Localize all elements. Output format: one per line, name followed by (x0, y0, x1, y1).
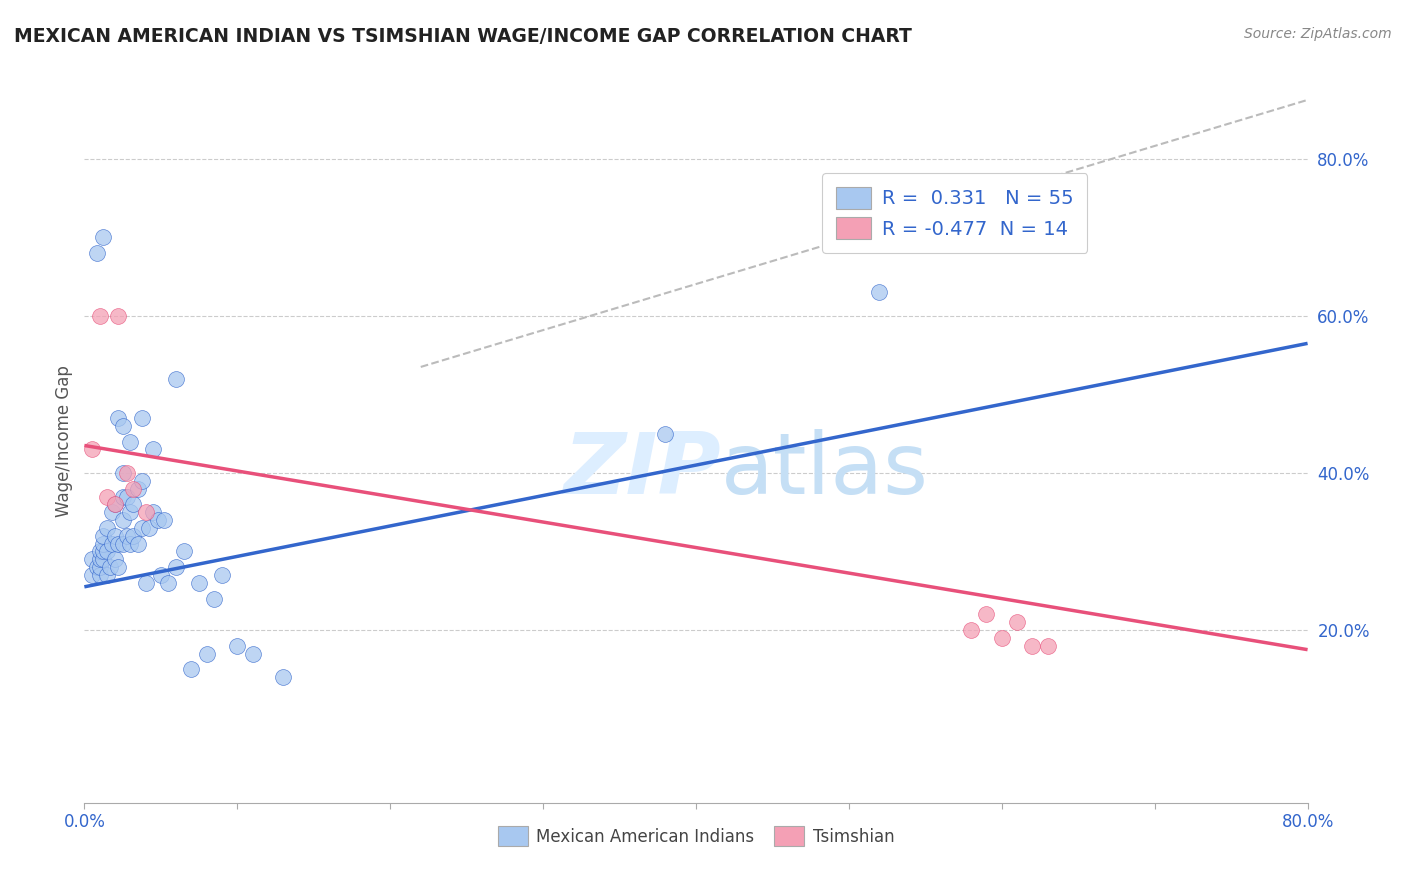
Point (96, 568, 118, 582)
Point (146, 513, 169, 527)
Point (138, 521, 160, 535)
Point (869, 285, 891, 300)
Point (111, 490, 134, 504)
Point (80, 568, 103, 582)
Point (91, 552, 114, 566)
Legend: Mexican American Indians, Tsimshian: Mexican American Indians, Tsimshian (491, 820, 901, 852)
Point (122, 482, 145, 496)
Point (107, 560, 129, 574)
Point (80, 442, 103, 457)
Point (1021, 639, 1043, 653)
Point (96, 521, 118, 535)
Point (131, 411, 153, 425)
Point (135, 575, 157, 590)
Y-axis label: Wage/Income Gap: Wage/Income Gap (55, 366, 73, 517)
Point (115, 490, 138, 504)
Point (120, 434, 142, 449)
Point (96, 490, 118, 504)
Point (104, 497, 127, 511)
Point (120, 505, 142, 519)
Point (111, 418, 134, 433)
Text: MEXICAN AMERICAN INDIAN VS TSIMSHIAN WAGE/INCOME GAP CORRELATION CHART: MEXICAN AMERICAN INDIAN VS TSIMSHIAN WAG… (14, 27, 912, 45)
Point (165, 560, 187, 574)
Point (157, 575, 180, 590)
Point (1005, 615, 1028, 630)
Point (86, 560, 108, 574)
Point (188, 575, 211, 590)
Text: Source: ZipAtlas.com: Source: ZipAtlas.com (1244, 27, 1392, 41)
Point (104, 497, 127, 511)
Point (202, 591, 225, 606)
Point (127, 536, 149, 550)
Point (111, 536, 134, 550)
Point (122, 529, 145, 543)
Point (142, 505, 165, 519)
Point (91, 536, 114, 550)
Point (91, 529, 114, 543)
Point (135, 505, 157, 519)
Point (107, 536, 129, 550)
Point (226, 639, 249, 653)
Point (153, 513, 176, 527)
Point (127, 482, 149, 496)
Point (104, 552, 127, 566)
Point (98, 560, 121, 574)
Point (120, 536, 142, 550)
Point (131, 474, 153, 488)
Point (242, 647, 264, 661)
Point (101, 536, 124, 550)
Point (142, 442, 165, 457)
Point (180, 662, 202, 676)
Point (271, 670, 294, 684)
Point (654, 426, 676, 441)
Point (149, 568, 172, 582)
Point (96, 544, 118, 558)
Point (165, 372, 187, 386)
Point (91, 544, 114, 558)
Point (86, 246, 108, 260)
Point (115, 466, 138, 480)
Point (89, 309, 111, 323)
Point (89, 560, 111, 574)
Point (211, 568, 233, 582)
Point (111, 466, 134, 480)
Point (80, 552, 103, 566)
Point (89, 552, 111, 566)
Point (173, 544, 195, 558)
Point (107, 309, 129, 323)
Point (1036, 639, 1059, 653)
Point (960, 623, 983, 637)
Point (104, 529, 127, 543)
Point (991, 631, 1014, 645)
Point (115, 529, 138, 543)
Point (89, 568, 111, 582)
Text: ZIP: ZIP (562, 429, 720, 512)
Point (111, 513, 134, 527)
Point (122, 497, 145, 511)
Point (976, 607, 998, 622)
Point (131, 521, 153, 535)
Point (89, 544, 111, 558)
Text: atlas: atlas (720, 429, 928, 512)
Point (107, 411, 129, 425)
Point (195, 647, 218, 661)
Point (91, 230, 114, 244)
Point (101, 505, 124, 519)
